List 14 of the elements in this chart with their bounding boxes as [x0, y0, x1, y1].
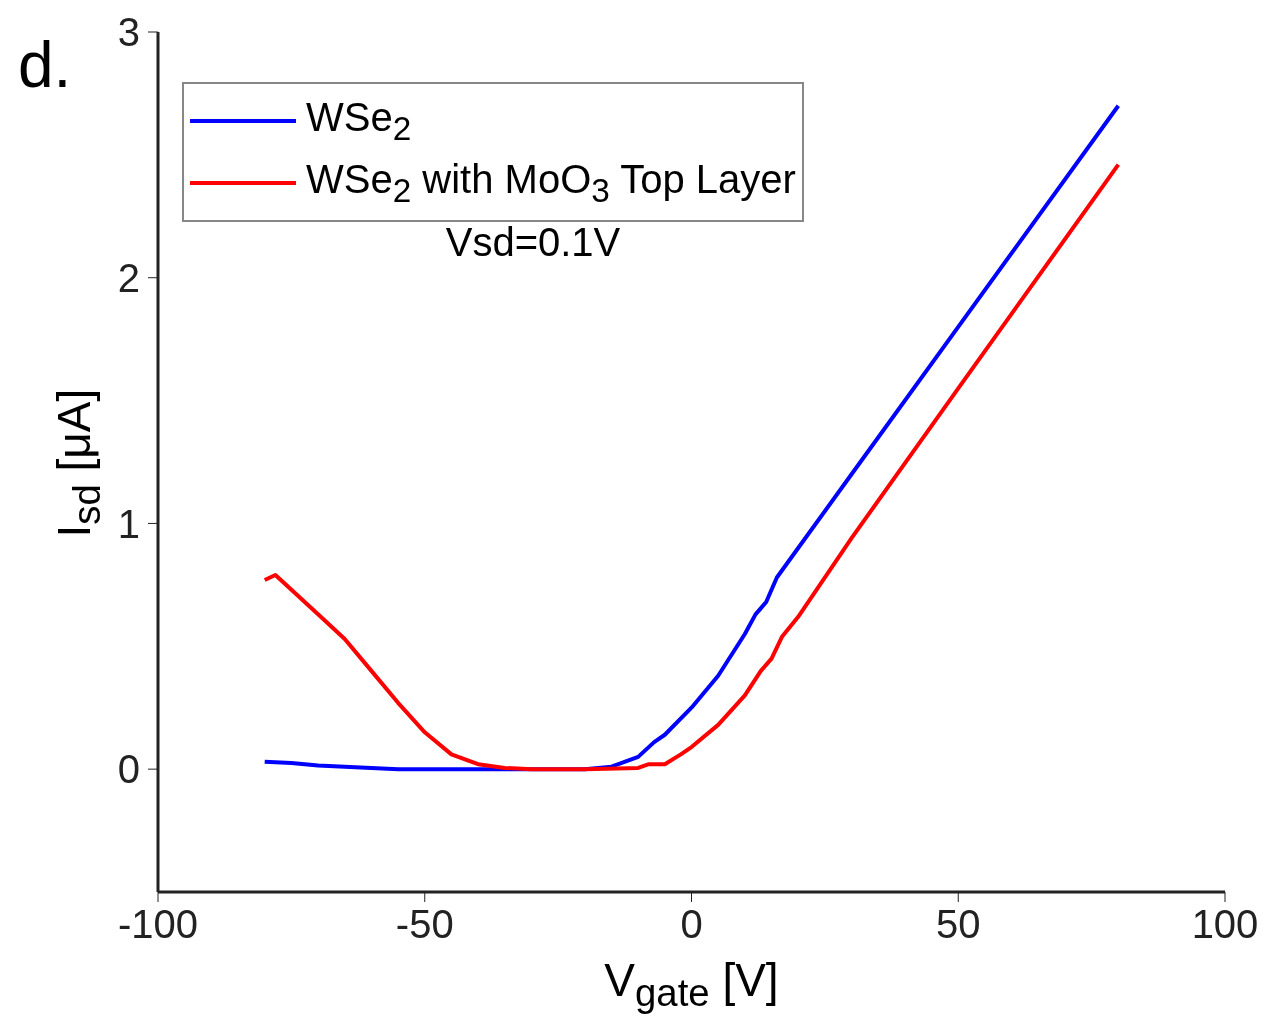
- y-tick-label: 3: [117, 10, 140, 55]
- annotation: Vsd=0.1V: [445, 220, 621, 264]
- x-tick-label: 0: [680, 902, 703, 947]
- x-tick-label: 100: [1191, 902, 1259, 947]
- y-tick-label: 1: [117, 501, 140, 546]
- legend-label: WSe$_{2}$: [306, 94, 412, 148]
- y-tick-label: 0: [117, 747, 140, 792]
- x-tick-label: 50: [936, 902, 981, 947]
- x-tick-label: -50: [395, 902, 454, 947]
- y-tick-label: 2: [117, 255, 140, 300]
- chart-title: d.: [18, 29, 72, 101]
- legend-label: WSe$_{2}$ with MoO$_{3}$ Top Layer: [306, 156, 796, 210]
- x-tick-label: -100: [117, 902, 199, 947]
- x-axis-title: V$_{gate}$ [V]: [604, 954, 779, 1015]
